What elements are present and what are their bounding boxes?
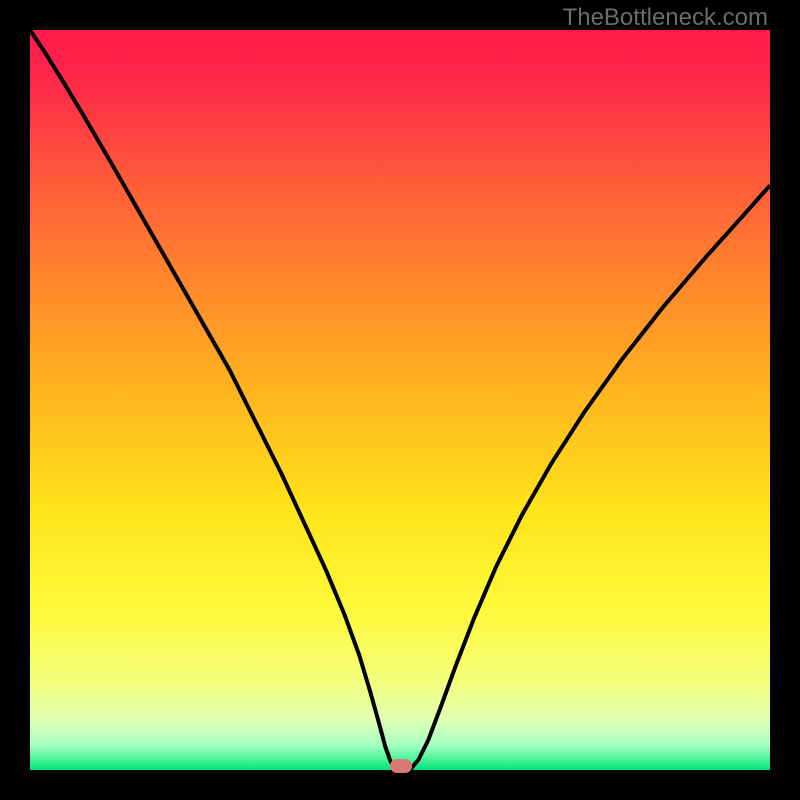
watermark-text: TheBottleneck.com xyxy=(563,4,768,32)
chart-container: TheBottleneck.com xyxy=(0,0,800,800)
plot-area xyxy=(30,30,770,770)
curve-svg xyxy=(30,30,770,770)
minimum-marker xyxy=(390,759,412,773)
bottleneck-curve xyxy=(30,30,770,770)
